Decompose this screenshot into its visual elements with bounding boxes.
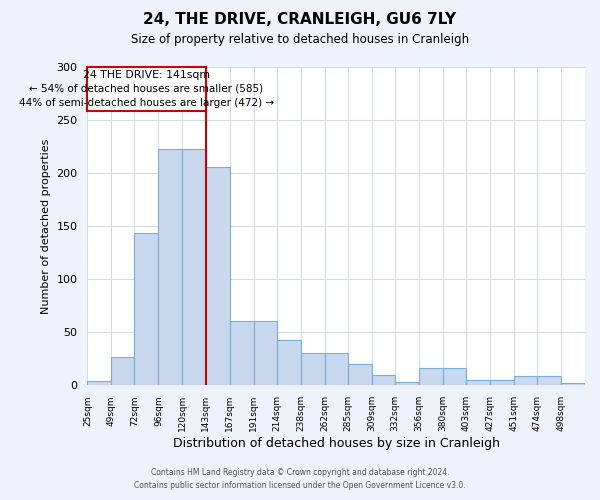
Bar [134,234,158,386]
Text: 24 THE DRIVE: 141sqm: 24 THE DRIVE: 141sqm [83,70,210,80]
Bar [514,376,537,386]
Bar [466,380,490,386]
Y-axis label: Number of detached properties: Number of detached properties [41,138,51,314]
Text: 24, THE DRIVE, CRANLEIGH, GU6 7LY: 24, THE DRIVE, CRANLEIGH, GU6 7LY [143,12,457,28]
Text: Size of property relative to detached houses in Cranleigh: Size of property relative to detached ho… [131,32,469,46]
Bar [206,168,230,386]
Bar [158,150,182,386]
Bar [254,320,277,386]
Text: 44% of semi-detached houses are larger (472) →: 44% of semi-detached houses are larger (… [19,98,274,108]
Text: ← 54% of detached houses are smaller (585): ← 54% of detached houses are smaller (58… [29,84,263,94]
Bar [301,354,325,386]
Bar [277,340,301,386]
Bar [88,381,112,386]
Bar [537,376,561,386]
Bar [88,66,206,111]
Bar [347,364,372,386]
X-axis label: Distribution of detached houses by size in Cranleigh: Distribution of detached houses by size … [173,437,500,450]
Bar [230,320,254,386]
Text: Contains HM Land Registry data © Crown copyright and database right 2024.
Contai: Contains HM Land Registry data © Crown c… [134,468,466,490]
Bar [112,356,134,386]
Bar [325,354,347,386]
Bar [490,380,514,386]
Bar [443,368,466,386]
Bar [561,383,585,386]
Bar [419,368,443,386]
Bar [372,374,395,386]
Bar [182,150,206,386]
Bar [395,382,419,386]
